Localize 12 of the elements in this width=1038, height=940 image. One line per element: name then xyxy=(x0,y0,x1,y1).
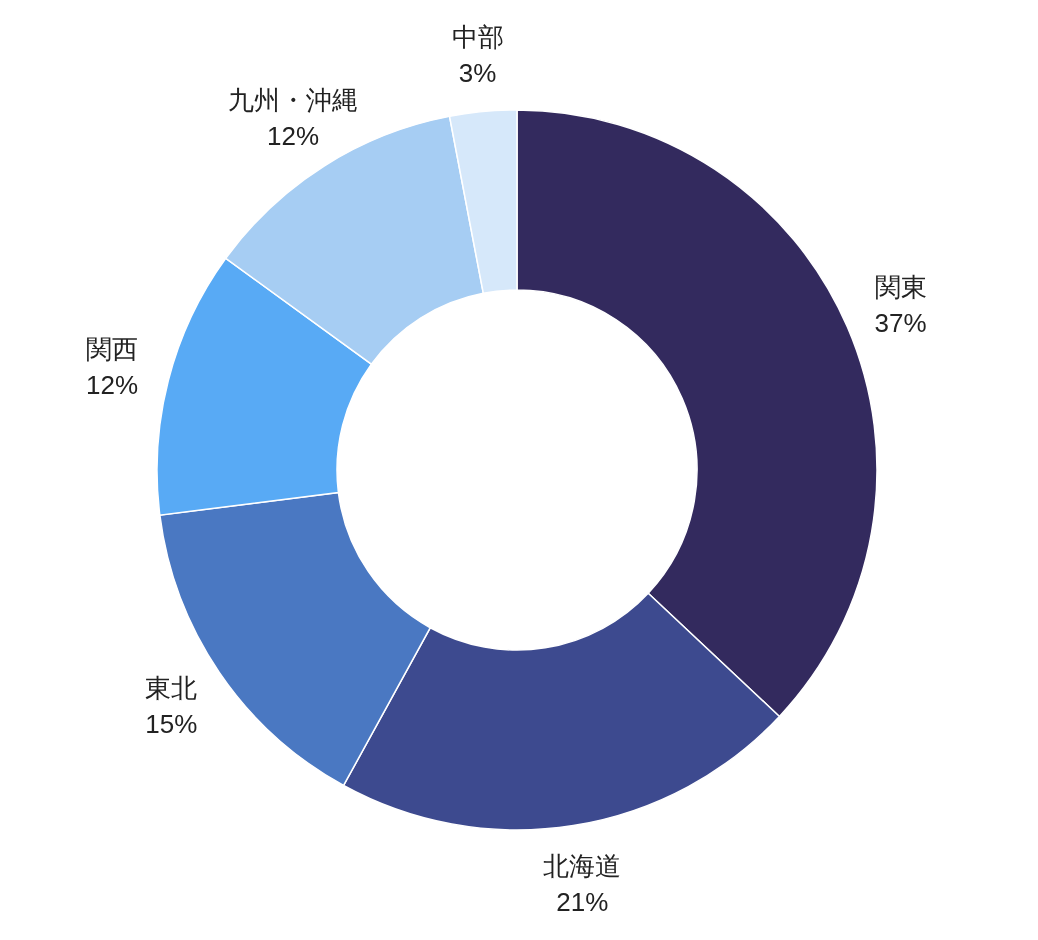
slice-label: 北海道 xyxy=(543,850,622,881)
data-label: 12% xyxy=(86,370,139,401)
slice-label: 九州・沖縄 xyxy=(228,85,359,116)
data-label: 15% xyxy=(145,708,198,739)
data-label: 37% xyxy=(874,307,927,338)
data-label: 12% xyxy=(267,121,320,152)
slice-label: 東北 xyxy=(145,672,198,703)
slice-label: 中部 xyxy=(451,21,504,52)
data-label: 3% xyxy=(458,57,497,88)
slice-label: 関東 xyxy=(874,271,927,302)
slice-label: 関西 xyxy=(86,334,139,365)
data-label: 21% xyxy=(556,886,609,917)
